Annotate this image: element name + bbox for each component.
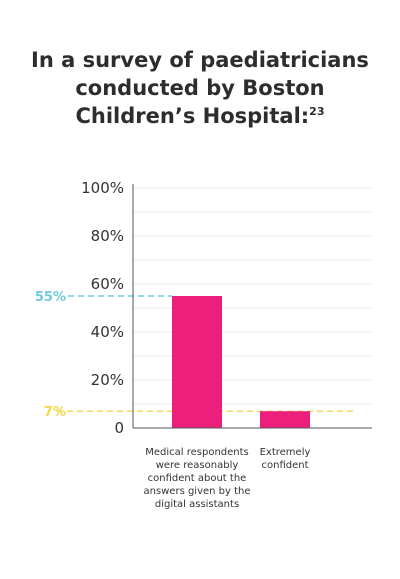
bars <box>172 296 310 428</box>
y-tick-label: 0 <box>114 419 124 437</box>
x-category-label: Medical respondents were reasonably conf… <box>143 447 251 510</box>
y-tick-label: 60% <box>91 275 124 293</box>
title-line-3-text: Children’s Hospital: <box>75 104 310 128</box>
x-category-label: Extremely confident <box>259 447 311 471</box>
bar <box>260 411 310 428</box>
y-tick-label: 100% <box>81 179 124 197</box>
title-footnote-marker: 23 <box>309 105 325 118</box>
bar <box>172 296 222 428</box>
axes <box>132 184 372 429</box>
title-line-2: conducted by Boston <box>75 76 325 100</box>
y-tick-label: 80% <box>91 227 124 245</box>
chart-title: In a survey of paediatricians conducted … <box>0 46 400 130</box>
y-tick-label: 40% <box>91 323 124 341</box>
title-line-1: In a survey of paediatricians <box>31 48 369 72</box>
annotation-label: 55% <box>35 290 66 305</box>
title-line-3: Children’s Hospital:23 <box>0 102 400 130</box>
annotation-label: 7% <box>44 405 66 420</box>
y-tick-label: 20% <box>91 371 124 389</box>
y-tick-labels: 0 20% 40% 60% 80% 100% <box>81 179 124 437</box>
annotation-labels: 55% 7% <box>35 290 66 420</box>
